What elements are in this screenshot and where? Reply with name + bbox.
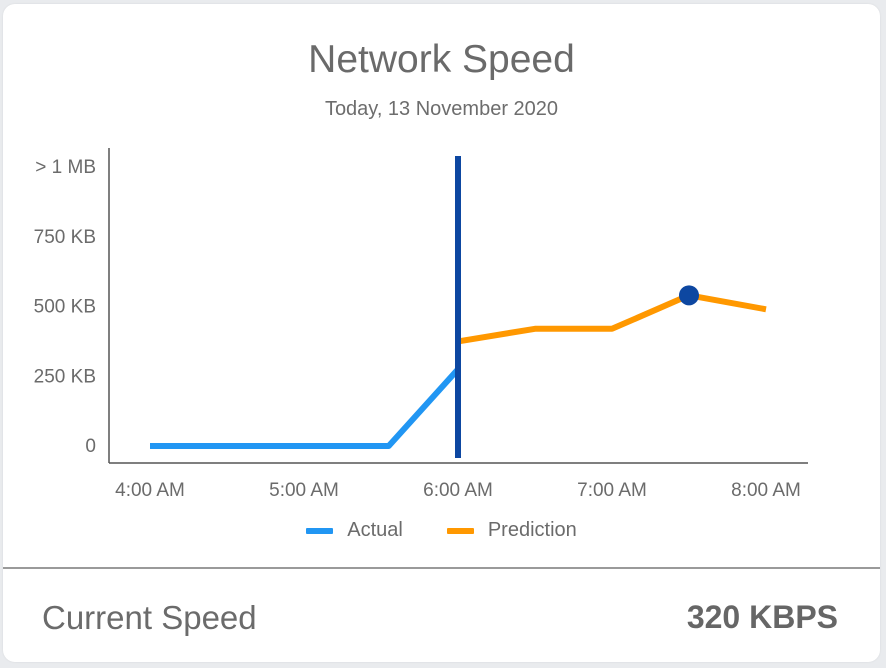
x-tick-label: 6:00 AM (423, 480, 493, 501)
y-tick-label: 500 KB (34, 297, 96, 318)
x-tick-label: 4:00 AM (115, 480, 185, 501)
points-layer (679, 285, 699, 306)
y-tick-label: 750 KB (34, 227, 96, 248)
y-tick-label: > 1 MB (35, 157, 96, 178)
y-tick-label: 0 (85, 436, 96, 457)
x-tick-label: 5:00 AM (269, 480, 339, 501)
legend-swatch-prediction (446, 527, 474, 534)
x-tick-label: 8:00 AM (731, 480, 801, 501)
legend-item-prediction[interactable]: Prediction (446, 519, 577, 542)
y-axis-ticks: 0 250 KB 500 KB 750 KB > 1 MB (34, 157, 96, 457)
highlighted-data-point[interactable] (679, 285, 699, 306)
current-speed-label: Current Speed (42, 599, 257, 636)
series-line-actual (150, 367, 461, 449)
chart-title: Network Speed (308, 38, 575, 81)
chart-subtitle: Today, 13 November 2020 (324, 98, 559, 120)
legend-item-actual[interactable]: Actual (306, 519, 403, 542)
series-line-prediction (457, 292, 767, 345)
footer-divider (3, 567, 880, 569)
network-speed-card: Network Speed Today, 13 November 2020 0 2… (3, 4, 880, 662)
y-tick-label: 250 KB (34, 366, 96, 387)
legend-label-actual: Actual (347, 519, 403, 541)
series-layer (150, 292, 767, 449)
legend-swatch-actual (306, 527, 334, 534)
chart-legend: Actual Prediction (3, 519, 880, 542)
x-tick-label: 7:00 AM (577, 480, 647, 501)
x-axis-ticks: 4:00 AM 5:00 AM 6:00 AM 7:00 AM 8:00 AM (115, 480, 801, 501)
line-chart: 0 250 KB 500 KB 750 KB > 1 MB 4:00 AM 5:00 AM… (34, 148, 808, 501)
current-speed-value: 320 KBPS (686, 599, 838, 635)
legend-label-prediction: Prediction (487, 519, 577, 541)
